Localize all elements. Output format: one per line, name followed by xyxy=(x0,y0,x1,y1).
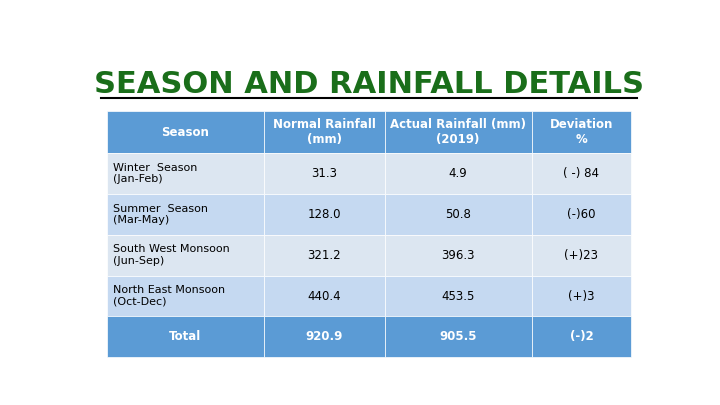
Text: Actual Rainfall (mm)
(2019): Actual Rainfall (mm) (2019) xyxy=(390,118,526,146)
FancyBboxPatch shape xyxy=(264,316,384,357)
FancyBboxPatch shape xyxy=(264,194,384,235)
Text: Season: Season xyxy=(161,126,210,139)
Text: (-)60: (-)60 xyxy=(567,208,595,221)
FancyBboxPatch shape xyxy=(107,194,264,235)
FancyBboxPatch shape xyxy=(384,316,531,357)
FancyBboxPatch shape xyxy=(264,235,384,276)
Text: ( -) 84: ( -) 84 xyxy=(564,167,600,180)
FancyBboxPatch shape xyxy=(384,111,531,153)
Text: South West Monsoon
(Jun-Sep): South West Monsoon (Jun-Sep) xyxy=(114,244,230,266)
FancyBboxPatch shape xyxy=(384,153,531,194)
FancyBboxPatch shape xyxy=(107,276,264,316)
Text: North East Monsoon
(Oct-Dec): North East Monsoon (Oct-Dec) xyxy=(114,285,225,307)
Text: 128.0: 128.0 xyxy=(307,208,341,221)
FancyBboxPatch shape xyxy=(531,276,631,316)
FancyBboxPatch shape xyxy=(531,153,631,194)
Text: (+)3: (+)3 xyxy=(568,290,595,303)
Text: 4.9: 4.9 xyxy=(449,167,467,180)
FancyBboxPatch shape xyxy=(107,316,264,357)
Text: 31.3: 31.3 xyxy=(312,167,338,180)
Text: 396.3: 396.3 xyxy=(441,249,475,262)
FancyBboxPatch shape xyxy=(531,316,631,357)
Text: 453.5: 453.5 xyxy=(441,290,475,303)
Text: (-)2: (-)2 xyxy=(570,330,593,343)
Text: 321.2: 321.2 xyxy=(307,249,341,262)
FancyBboxPatch shape xyxy=(531,194,631,235)
Text: 50.8: 50.8 xyxy=(445,208,471,221)
FancyBboxPatch shape xyxy=(384,276,531,316)
Text: Normal Rainfall
(mm): Normal Rainfall (mm) xyxy=(273,118,376,146)
FancyBboxPatch shape xyxy=(264,276,384,316)
Text: Total: Total xyxy=(169,330,202,343)
FancyBboxPatch shape xyxy=(107,235,264,276)
Text: Deviation
%: Deviation % xyxy=(550,118,613,146)
FancyBboxPatch shape xyxy=(264,153,384,194)
FancyBboxPatch shape xyxy=(384,235,531,276)
FancyBboxPatch shape xyxy=(531,235,631,276)
Text: 920.9: 920.9 xyxy=(306,330,343,343)
Text: 440.4: 440.4 xyxy=(307,290,341,303)
Text: SEASON AND RAINFALL DETAILS: SEASON AND RAINFALL DETAILS xyxy=(94,70,644,100)
Text: (+)23: (+)23 xyxy=(564,249,598,262)
Text: 905.5: 905.5 xyxy=(439,330,477,343)
FancyBboxPatch shape xyxy=(384,194,531,235)
FancyBboxPatch shape xyxy=(531,111,631,153)
Text: Summer  Season
(Mar-May): Summer Season (Mar-May) xyxy=(114,204,208,225)
Text: Winter  Season
(Jan-Feb): Winter Season (Jan-Feb) xyxy=(114,163,198,184)
FancyBboxPatch shape xyxy=(107,153,264,194)
FancyBboxPatch shape xyxy=(107,111,264,153)
FancyBboxPatch shape xyxy=(264,111,384,153)
